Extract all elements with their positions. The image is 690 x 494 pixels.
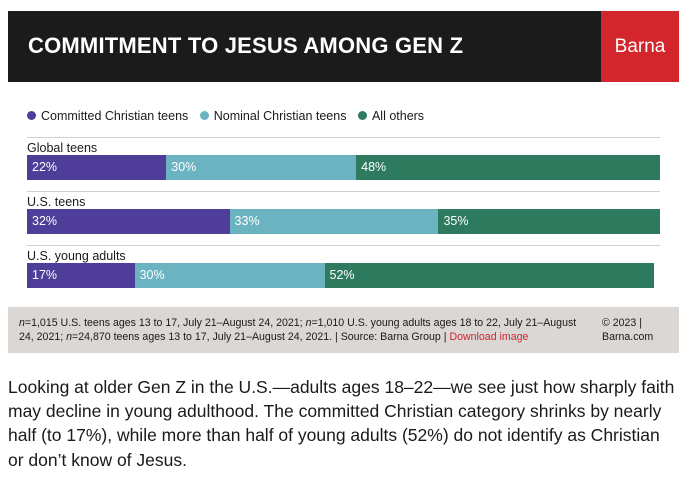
bar-committed-0: 22% (27, 155, 167, 180)
footnote-part-2: =1,010 U.S. young adults ages 18 to 22, … (19, 317, 577, 343)
legend-item-others: All others (357, 109, 425, 123)
row-divider (27, 245, 660, 246)
bar-others-1: 35% (438, 209, 660, 234)
data-label-nominal-2: 30% (139, 268, 165, 282)
bar-committed-1: 32% (27, 209, 230, 234)
chart-title: COMMITMENT TO JESUS AMONG GEN Z (28, 33, 464, 58)
legend-label-others: All others (371, 109, 425, 123)
footnote-part-3: =24,870 teens ages 13 to 17, July 21–Aug… (72, 331, 450, 343)
barna-logo[interactable]: Barna (601, 11, 679, 82)
bar-committed-2: 17% (27, 263, 135, 288)
row-divider (27, 137, 660, 138)
legend-label-committed: Committed Christian teens (41, 109, 189, 123)
data-label-nominal-1: 33% (234, 214, 260, 228)
copyright-text: © 2023 | Barna.com (602, 317, 654, 343)
footnote-n-1: n (19, 317, 25, 329)
footnote-part-1: =1,015 U.S. teens ages 13 to 17, July 21… (24, 317, 306, 329)
download-image-link[interactable]: Download image (449, 331, 529, 343)
legend-item-committed: Committed Christian teens (27, 109, 188, 123)
bar-nominal-0: 30% (166, 155, 357, 180)
data-label-others-1: 35% (443, 214, 469, 228)
data-label-others-2: 52% (329, 268, 355, 282)
data-label-committed-0: 22% (32, 160, 58, 174)
bar-nominal-1: 33% (229, 209, 439, 234)
data-label-nominal-0: 30% (171, 160, 197, 174)
data-label-committed-2: 17% (32, 268, 58, 282)
bar-others-0: 48% (356, 155, 660, 180)
legend-swatch-others (357, 111, 367, 120)
chart-header: COMMITMENT TO JESUS AMONG GEN Z Barna (8, 11, 679, 82)
bar-others-2: 52% (324, 263, 654, 288)
footnote-n-2: n (305, 317, 312, 329)
bar-nominal-2: 30% (134, 263, 325, 288)
row-label-0: Global teens (27, 141, 98, 155)
legend-swatch-committed (27, 111, 36, 120)
article-paragraph: Looking at older Gen Z in the U.S.—adult… (8, 377, 675, 470)
legend-label-nominal: Nominal Christian teens (213, 109, 347, 123)
row-label-1: U.S. teens (27, 195, 86, 209)
row-label-2: U.S. young adults (27, 249, 126, 263)
legend-swatch-nominal (199, 111, 209, 120)
data-label-committed-1: 32% (32, 214, 58, 228)
data-label-others-0: 48% (361, 160, 387, 174)
legend-item-nominal: Nominal Christian teens (199, 109, 347, 123)
footnote-n-3: n (66, 331, 73, 343)
infographic-card: COMMITMENT TO JESUS AMONG GEN Z Barna Co… (8, 11, 679, 353)
chart-footnote: n=1,015 U.S. teens ages 13 to 17, July 2… (8, 307, 679, 353)
row-divider (27, 191, 660, 192)
footnote-text: n=1,015 U.S. teens ages 13 to 17, July 2… (19, 316, 579, 344)
chart-legend: Committed Christian teens Nominal Christ… (27, 109, 432, 123)
